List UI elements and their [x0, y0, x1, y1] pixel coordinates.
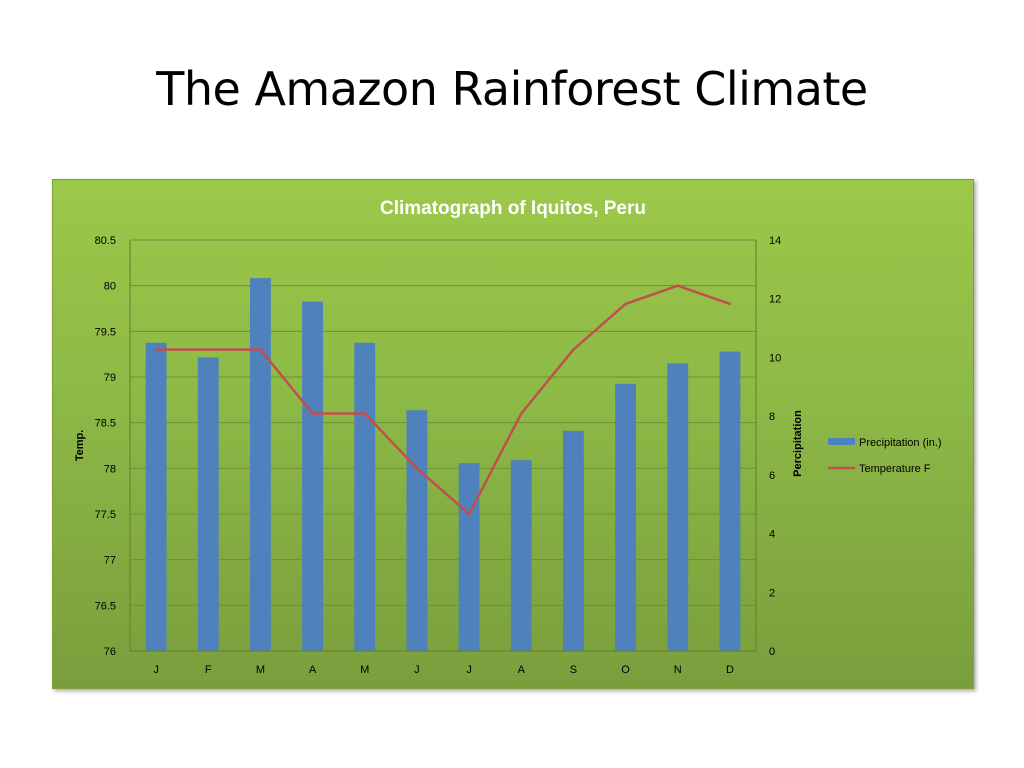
right-tick-label: 6 — [769, 470, 775, 482]
left-tick-label: 80 — [104, 281, 116, 293]
temperature-point — [520, 412, 523, 415]
left-tick-label: 79.5 — [95, 326, 116, 338]
left-tick-label: 76.5 — [95, 600, 116, 612]
temperature-point — [572, 348, 575, 351]
temperature-point — [154, 348, 158, 351]
left-tick-label: 77.5 — [95, 509, 116, 521]
gridlines — [130, 239, 756, 652]
x-tick-label: M — [256, 664, 265, 676]
chart-container: Climatograph of Iquitos, Peru 76 76.5 77 77… — [52, 179, 974, 689]
legend: Precipitation (in.) Temperature F — [828, 437, 942, 475]
temperature-point — [624, 302, 627, 306]
x-tick-label: J — [466, 664, 472, 676]
left-tick-label: 80.5 — [95, 235, 116, 247]
precipitation-bar — [145, 342, 167, 651]
x-tick-label: J — [414, 664, 420, 676]
x-tick-label: A — [518, 664, 526, 676]
x-tick-label: S — [570, 664, 577, 676]
left-tick-label: 78.5 — [95, 418, 116, 430]
precipitation-bar — [302, 301, 324, 651]
left-tick-label: 77 — [104, 555, 116, 567]
legend-label-precipitation: Precipitation (in.) — [859, 437, 942, 449]
precipitation-bar — [510, 460, 532, 651]
climatograph-chart: Climatograph of Iquitos, Peru 76 76.5 77 77… — [74, 198, 942, 676]
left-tick-label: 78 — [104, 463, 116, 475]
precipitation-bar — [667, 363, 689, 651]
x-tick-label: F — [205, 664, 212, 676]
x-tick-label: M — [360, 664, 369, 676]
precipitation-bar — [249, 278, 271, 651]
precipitation-bar — [354, 342, 376, 651]
precipitation-bar — [719, 351, 741, 651]
temperature-point — [207, 348, 210, 351]
bar-series-precipitation — [145, 278, 741, 651]
left-axis-tick-labels: 76 76.5 77 77.5 78 78.5 79 79.5 80 80.5 — [95, 235, 116, 658]
precipitation-bar — [615, 383, 637, 651]
line-series-temperature — [154, 284, 732, 516]
right-tick-label: 0 — [769, 646, 775, 658]
right-tick-label: 12 — [769, 294, 781, 306]
right-tick-label: 10 — [769, 352, 781, 364]
right-tick-label: 4 — [769, 529, 775, 541]
precipitation-bar — [458, 463, 480, 651]
legend-label-temperature: Temperature F — [859, 463, 931, 475]
x-tick-label: D — [726, 664, 734, 676]
left-tick-label: 79 — [104, 372, 116, 384]
temperature-point — [259, 348, 262, 351]
right-tick-label: 8 — [769, 411, 775, 423]
temperature-point — [467, 512, 471, 516]
axes — [129, 240, 757, 652]
left-axis-label: Temp. — [74, 430, 86, 462]
precipitation-bar — [406, 410, 428, 651]
right-axis-tick-labels: 0 2 4 6 8 10 12 14 — [769, 235, 781, 658]
x-tick-label: N — [674, 664, 682, 676]
legend-swatch-precipitation — [828, 438, 855, 445]
right-axis-label: Percipitation — [792, 410, 804, 477]
slide-title: The Amazon Rainforest Climate — [156, 62, 868, 116]
temperature-point — [363, 412, 366, 415]
right-tick-label: 14 — [769, 235, 781, 247]
x-tick-label: O — [621, 664, 630, 676]
chart-title: Climatograph of Iquitos, Peru — [380, 198, 646, 219]
temperature-point — [728, 302, 732, 306]
x-tick-label: J — [153, 664, 159, 676]
precipitation-bar — [562, 430, 584, 651]
temperature-point — [415, 467, 419, 470]
precipitation-bar — [197, 357, 219, 651]
temperature-line — [156, 284, 731, 516]
temperature-point — [676, 284, 679, 287]
left-tick-label: 76 — [104, 646, 116, 658]
x-tick-label: A — [309, 664, 317, 676]
temperature-point — [311, 412, 314, 415]
right-tick-label: 2 — [769, 587, 775, 599]
